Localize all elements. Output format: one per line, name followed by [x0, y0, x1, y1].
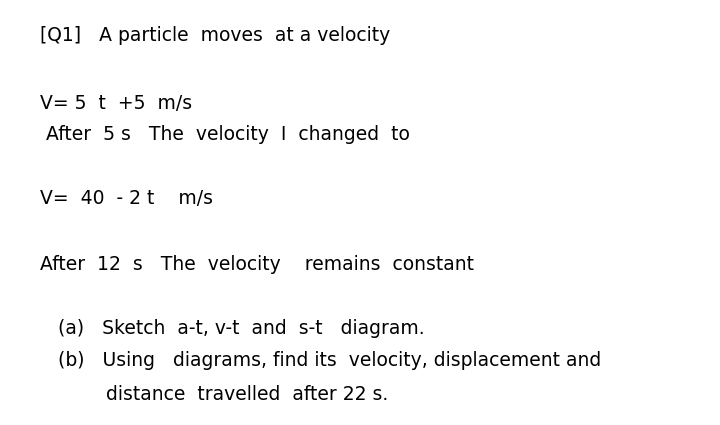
Text: [Q1]   A particle  moves  at a velocity: [Q1] A particle moves at a velocity	[40, 26, 390, 45]
Text: distance  travelled  after 22 s.: distance travelled after 22 s.	[40, 385, 388, 404]
Text: After  5 s   The  velocity  I  changed  to: After 5 s The velocity I changed to	[40, 125, 410, 145]
Text: (a)   Sketch  a-t, v-t  and  s-t   diagram.: (a) Sketch a-t, v-t and s-t diagram.	[40, 319, 424, 338]
Text: (b)   Using   diagrams, find its  velocity, displacement and: (b) Using diagrams, find its velocity, d…	[40, 351, 601, 370]
Text: V= 5  t  +5  m/s: V= 5 t +5 m/s	[40, 94, 192, 113]
Text: After  12  s   The  velocity    remains  constant: After 12 s The velocity remains constant	[40, 255, 474, 274]
Text: V=  40  - 2 t    m/s: V= 40 - 2 t m/s	[40, 189, 212, 208]
